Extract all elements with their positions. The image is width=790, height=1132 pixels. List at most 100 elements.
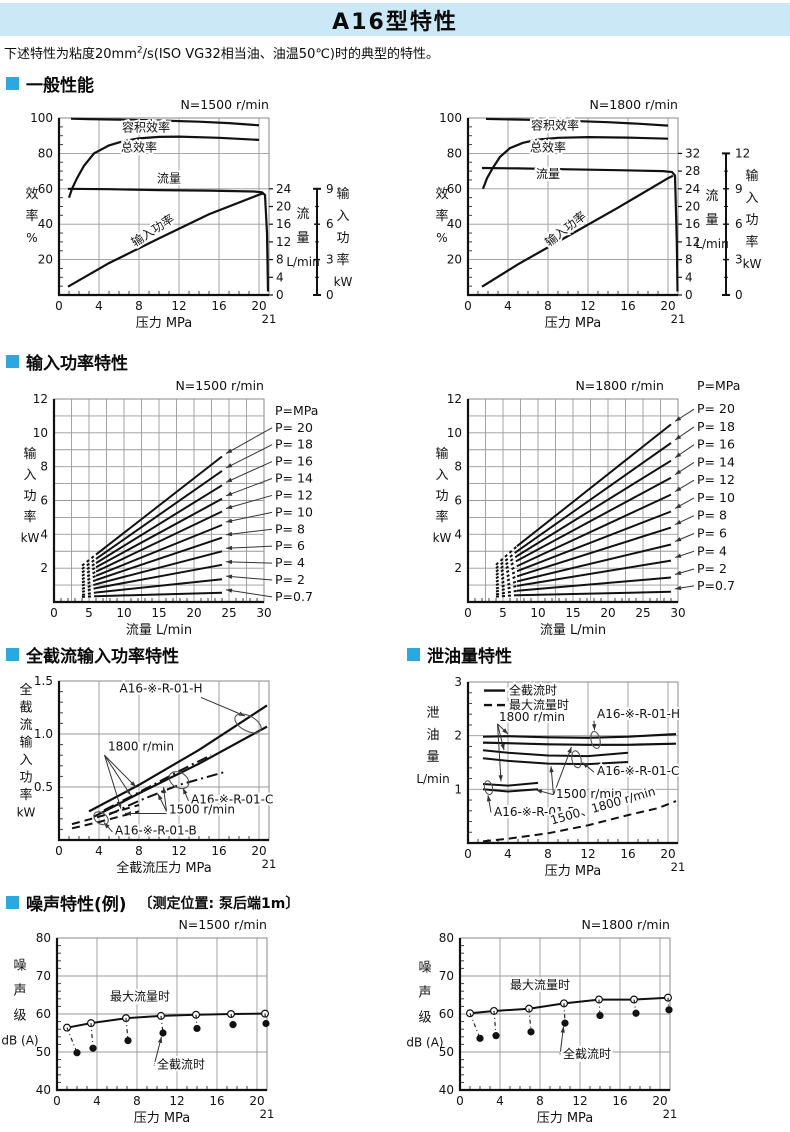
svg-text:8: 8 bbox=[135, 844, 143, 858]
svg-text:0: 0 bbox=[735, 288, 743, 302]
svg-text:20: 20 bbox=[249, 1094, 264, 1108]
svg-text:12: 12 bbox=[580, 847, 595, 861]
section-header-noise: 噪声特性(例) 〔测定位置: 泵后端1m〕 bbox=[6, 890, 299, 915]
svg-text:0: 0 bbox=[464, 606, 472, 620]
svg-text:16: 16 bbox=[276, 217, 291, 231]
series-A16-R-01-B-1500 bbox=[71, 810, 140, 830]
fan-dash-P= 20 bbox=[81, 553, 97, 567]
pressure-label: P= 8 bbox=[697, 508, 727, 523]
svg-text:40: 40 bbox=[38, 217, 53, 231]
x-axis-label: 压力 MPa bbox=[545, 864, 602, 879]
svg-text:12: 12 bbox=[580, 299, 595, 313]
svg-text:70: 70 bbox=[439, 969, 454, 983]
svg-text:10: 10 bbox=[33, 426, 48, 440]
svg-text:4: 4 bbox=[454, 527, 462, 541]
svg-text:12: 12 bbox=[171, 299, 186, 313]
svg-text:1.5: 1.5 bbox=[34, 674, 53, 688]
svg-text:20: 20 bbox=[660, 847, 675, 861]
fan-P=0.7 bbox=[516, 590, 672, 597]
svg-text:4: 4 bbox=[95, 299, 103, 313]
chart-title: N=1500 r/min bbox=[175, 378, 264, 393]
pressure-label: P= 2 bbox=[275, 572, 305, 587]
curve-label: A16-※-R-01-C bbox=[597, 764, 679, 778]
svg-text:20: 20 bbox=[251, 299, 266, 313]
curve-label: A16-※-R-01-B bbox=[115, 824, 197, 838]
svg-text:4: 4 bbox=[40, 527, 48, 541]
group-ellipse bbox=[483, 780, 494, 796]
svg-text:16: 16 bbox=[685, 217, 700, 231]
curve-label: 1800 r/min bbox=[108, 739, 174, 753]
section-bullet-icon bbox=[6, 648, 19, 661]
svg-text:6: 6 bbox=[326, 217, 334, 231]
fan-P= 4 bbox=[516, 559, 672, 587]
svg-text:0.5: 0.5 bbox=[34, 780, 53, 794]
point-max-flow-noise bbox=[465, 1009, 474, 1018]
svg-text:L/min: L/min bbox=[286, 255, 319, 269]
chart-cutoff-input-power: 0 4 8 12 16 20 0.5 1.0 1.5 21 全截流压力 MPa 全截流输入功率 kW A1… bbox=[17, 674, 277, 876]
svg-text:16: 16 bbox=[209, 1094, 224, 1108]
svg-text:0: 0 bbox=[276, 288, 284, 302]
y-axis-label: 功 bbox=[19, 770, 32, 785]
fan-dash-P= 10 bbox=[495, 570, 518, 583]
svg-text:30: 30 bbox=[256, 606, 271, 620]
pressure-label: P=0.7 bbox=[275, 589, 313, 604]
fan-dash-P= 14 bbox=[81, 566, 97, 577]
y-axis-label: dB (A) bbox=[1, 1034, 38, 1048]
fan-dash-P= 4 bbox=[81, 587, 97, 593]
series-flow bbox=[481, 166, 679, 292]
svg-text:16: 16 bbox=[612, 1094, 627, 1108]
pressure-label: P= 12 bbox=[697, 472, 735, 487]
chart-input-power-1800: 0 5 10 15 20 25 30 2 4 6 8 10 12 流量 L/min 输入功率 kW N=1800… bbox=[433, 378, 741, 638]
series-A16-R-01-B-1800 bbox=[71, 804, 140, 826]
svg-text:量: 量 bbox=[296, 231, 309, 246]
svg-text:1: 1 bbox=[454, 782, 462, 796]
svg-text:0: 0 bbox=[50, 606, 58, 620]
svg-text:率: 率 bbox=[745, 234, 758, 250]
pressure-label: P= 18 bbox=[697, 419, 735, 434]
svg-text:50: 50 bbox=[36, 1045, 51, 1059]
fan-P= 10 bbox=[516, 510, 672, 573]
curve-label: 流量 bbox=[536, 167, 560, 181]
curve-label: 1500 r/min bbox=[169, 803, 235, 817]
y-axis-label: 率 bbox=[25, 208, 38, 224]
fan-dash-P= 8 bbox=[81, 579, 97, 587]
y-axis-label: L/min bbox=[416, 772, 449, 786]
svg-text:16: 16 bbox=[211, 844, 226, 858]
y-axis-label: 效 bbox=[25, 187, 38, 202]
svg-text:60: 60 bbox=[36, 1007, 51, 1021]
svg-text:8: 8 bbox=[454, 460, 462, 474]
group-ellipse bbox=[93, 811, 109, 826]
svg-text:L/min: L/min bbox=[695, 237, 728, 251]
curve-label: 容积效率 bbox=[122, 119, 170, 134]
y-axis-label: 率 bbox=[435, 509, 448, 525]
svg-text:3: 3 bbox=[735, 253, 743, 267]
y-axis-label: 功 bbox=[23, 489, 36, 504]
chart-input-power-1500: 0 5 10 15 20 25 30 2 4 6 8 10 12 流量 L/min 输入功率 kW N=1500… bbox=[21, 378, 321, 638]
svg-text:0: 0 bbox=[55, 299, 63, 313]
x-axis-label: 全截流压力 MPa bbox=[116, 860, 212, 876]
fan-P= 12 bbox=[95, 510, 223, 573]
pressure-label: P= 6 bbox=[275, 538, 305, 553]
svg-text:功: 功 bbox=[336, 231, 349, 246]
svg-text:3: 3 bbox=[326, 253, 334, 267]
pressure-label: P= 8 bbox=[275, 521, 305, 536]
svg-text:60: 60 bbox=[439, 1007, 454, 1021]
curve-label: 全截流时 bbox=[563, 1046, 611, 1061]
group-ellipse bbox=[590, 730, 601, 749]
pressure-label: P= 10 bbox=[275, 504, 313, 519]
y-axis-label: kW bbox=[433, 531, 452, 545]
series-overall-efficiency bbox=[67, 135, 260, 199]
section-label: 泄油量特性 bbox=[427, 647, 512, 667]
fan-dash-P= 10 bbox=[81, 574, 97, 584]
svg-text:40: 40 bbox=[447, 217, 462, 231]
fan-P= 4 bbox=[95, 563, 223, 590]
group-ellipse bbox=[168, 771, 190, 790]
group-ellipse bbox=[571, 750, 582, 769]
svg-text:8: 8 bbox=[685, 253, 693, 267]
svg-text:4: 4 bbox=[93, 1094, 101, 1108]
subtitle: 下述特性为粘度20mm2/s(ISO VG32相当油、油温50℃)时的典型的特性… bbox=[4, 43, 439, 62]
section-label: 噪声特性(例) bbox=[26, 895, 127, 915]
subtitle-text: 下述特性为粘度20mm bbox=[4, 47, 137, 62]
pressure-label: P= 20 bbox=[697, 401, 735, 416]
